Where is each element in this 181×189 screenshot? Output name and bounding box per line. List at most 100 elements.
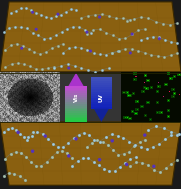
Point <box>31 150 34 153</box>
Point <box>20 26 22 29</box>
Point <box>116 50 119 53</box>
Point <box>50 47 53 50</box>
Point <box>140 39 143 42</box>
Point <box>19 133 22 136</box>
Point <box>75 8 77 11</box>
Point <box>98 15 101 19</box>
Point <box>86 48 89 51</box>
Point <box>98 53 101 56</box>
Point <box>124 47 127 50</box>
Point <box>25 155 28 158</box>
Point <box>143 138 146 141</box>
Point <box>158 143 161 146</box>
Point <box>77 133 80 136</box>
Point <box>72 137 75 140</box>
Point <box>27 135 30 138</box>
Point <box>163 55 166 58</box>
Point <box>8 26 11 29</box>
Point <box>31 134 34 137</box>
Point <box>122 136 125 139</box>
Point <box>10 63 13 66</box>
Point <box>71 164 74 167</box>
Point <box>26 138 29 141</box>
Point <box>108 15 111 18</box>
Point <box>101 13 104 16</box>
Point <box>103 167 106 170</box>
Point <box>54 34 57 37</box>
Point <box>37 34 40 37</box>
Point <box>164 167 167 170</box>
Point <box>152 169 155 172</box>
Point <box>170 134 173 137</box>
Point <box>67 154 70 157</box>
Point <box>118 37 121 40</box>
Point <box>164 38 167 41</box>
Point <box>104 53 107 56</box>
Point <box>141 161 144 164</box>
Point <box>143 134 146 137</box>
Point <box>158 171 161 174</box>
Point <box>170 40 173 43</box>
Point <box>104 136 107 139</box>
Point <box>150 53 153 57</box>
Point <box>53 67 56 70</box>
Point <box>154 20 157 23</box>
Point <box>45 15 47 19</box>
Point <box>17 131 20 134</box>
Point <box>106 143 109 146</box>
Point <box>36 131 39 134</box>
Polygon shape <box>94 109 109 122</box>
Point <box>9 12 12 15</box>
Text: UV: UV <box>99 93 104 102</box>
Point <box>35 67 37 70</box>
Point <box>66 27 69 30</box>
Point <box>45 51 47 54</box>
Point <box>76 160 79 163</box>
Point <box>147 17 150 20</box>
Point <box>152 165 155 168</box>
Point <box>15 128 18 131</box>
Point <box>61 149 64 152</box>
Point <box>152 35 155 38</box>
Point <box>176 133 179 136</box>
Point <box>2 174 5 177</box>
Point <box>122 152 125 155</box>
Point <box>155 125 157 128</box>
Point <box>25 27 28 30</box>
Point <box>24 6 27 9</box>
Point <box>85 31 88 34</box>
Point <box>101 140 104 143</box>
Point <box>10 44 13 47</box>
Point <box>134 156 137 159</box>
Point <box>169 54 172 57</box>
Point <box>40 164 43 167</box>
Point <box>125 19 128 22</box>
Point <box>35 165 38 168</box>
Point <box>147 128 150 131</box>
Point <box>87 14 90 17</box>
Point <box>146 36 149 39</box>
Point <box>50 155 53 158</box>
Point <box>39 13 42 16</box>
Text: Vis: Vis <box>73 93 79 102</box>
Point <box>33 51 36 54</box>
Point <box>34 11 37 14</box>
Point <box>21 44 24 47</box>
Point <box>98 140 101 143</box>
Point <box>176 42 179 45</box>
Point <box>80 16 83 19</box>
Point <box>93 139 96 142</box>
Point <box>170 162 173 165</box>
Point <box>39 53 42 56</box>
Point <box>161 22 164 25</box>
Point <box>85 33 88 36</box>
Point <box>176 52 179 55</box>
Point <box>111 34 114 37</box>
Point <box>110 51 113 54</box>
Point <box>56 44 59 47</box>
Point <box>162 127 165 130</box>
Point <box>56 151 58 154</box>
Point <box>130 48 133 51</box>
Point <box>70 8 72 11</box>
Point <box>135 161 138 164</box>
